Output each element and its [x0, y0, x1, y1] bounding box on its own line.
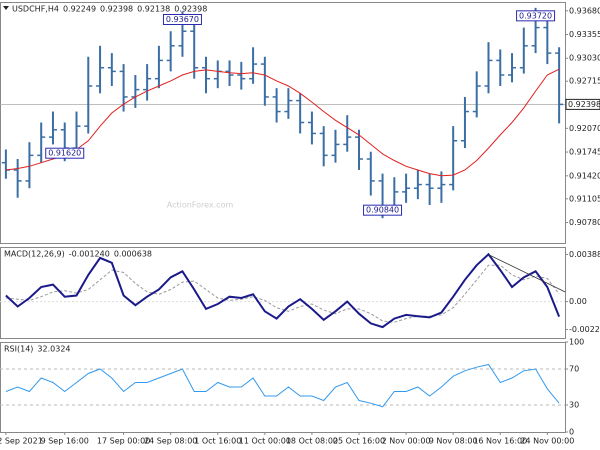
watermark: ActionForex.com [167, 201, 234, 210]
last-price-box [565, 98, 600, 110]
x-tick-label: 2 Sep 2021 [0, 437, 43, 446]
last-price-label: 0.92398 [568, 100, 600, 109]
rsi-line [5, 363, 560, 408]
x-tick-label: 1 Oct 16:00 [194, 437, 241, 446]
x-tick-label: 11 Oct 00:00 [239, 437, 291, 446]
y-tick-label: 100 [569, 338, 584, 347]
y-tick-label: 0.003887 [569, 250, 600, 259]
y-tick-label: -0.002294 [569, 325, 600, 334]
x-tick-label: 9 Nov 08:00 [429, 437, 478, 446]
x-tick-label: 2 Nov 00:00 [382, 437, 431, 446]
y-tick-label: 0.92070 [569, 124, 600, 133]
panel-frame [0, 342, 566, 433]
trend-line [488, 254, 566, 293]
header-value: 0.92398 [100, 5, 133, 14]
y-tick-label: 0.91105 [569, 194, 600, 203]
header-value: 32.0324 [37, 345, 70, 354]
y-tick-label: 0.90780 [569, 218, 600, 227]
annotation-label: 0.91620 [48, 149, 81, 158]
x-tick-label: 18 Oct 08:00 [286, 437, 338, 446]
signal-line [5, 264, 560, 323]
moving-average [5, 68, 560, 177]
y-tick-label: 0.93030 [569, 54, 600, 63]
x-tick-label: 17 Sep 00:00 [97, 437, 150, 446]
panel-title: RSI(14) [4, 345, 33, 354]
annotation-label: 0.90840 [366, 206, 399, 215]
header-value: -0.001240 [69, 250, 110, 259]
annotation-label: 0.93720 [519, 11, 552, 20]
panel-title: USDCHF,H4 [12, 5, 59, 14]
y-tick-label: 0 [569, 428, 574, 437]
annotation-box [162, 13, 202, 25]
x-tick-label: 9 Sep 16:00 [41, 437, 89, 446]
header-value: 0.92249 [63, 5, 96, 14]
panel-frame [0, 2, 566, 244]
x-tick-label: 24 Nov 00:00 [520, 437, 574, 446]
x-tick-label: 24 Sep 08:00 [144, 437, 197, 446]
annotation-box [516, 10, 556, 22]
y-tick-label: 70 [569, 365, 579, 374]
y-tick-label: 30 [569, 401, 579, 410]
annotation-box [363, 204, 403, 216]
x-tick-label: 25 Oct 16:00 [333, 437, 385, 446]
panel-frame [0, 247, 566, 339]
y-tick-label: 0.00 [569, 297, 587, 306]
header-value: 0.000638 [114, 250, 152, 259]
y-tick-label: 0.93680 [569, 6, 600, 15]
panel-title: MACD(12,26,9) [4, 250, 65, 259]
y-tick-label: 0.93355 [569, 30, 600, 39]
header-value: 0.92398 [174, 5, 207, 14]
x-tick-label: 16 Nov 16:00 [473, 437, 527, 446]
menu-arrow [3, 6, 9, 10]
y-tick-label: 0.92715 [569, 77, 600, 86]
header-value: 0.92138 [137, 5, 170, 14]
macd-line [5, 252, 561, 329]
y-tick-label: 0.91420 [569, 171, 600, 180]
annotation-label: 0.93670 [166, 15, 199, 24]
y-tick-label: 0.91745 [569, 148, 600, 157]
annotation-box [45, 147, 85, 159]
